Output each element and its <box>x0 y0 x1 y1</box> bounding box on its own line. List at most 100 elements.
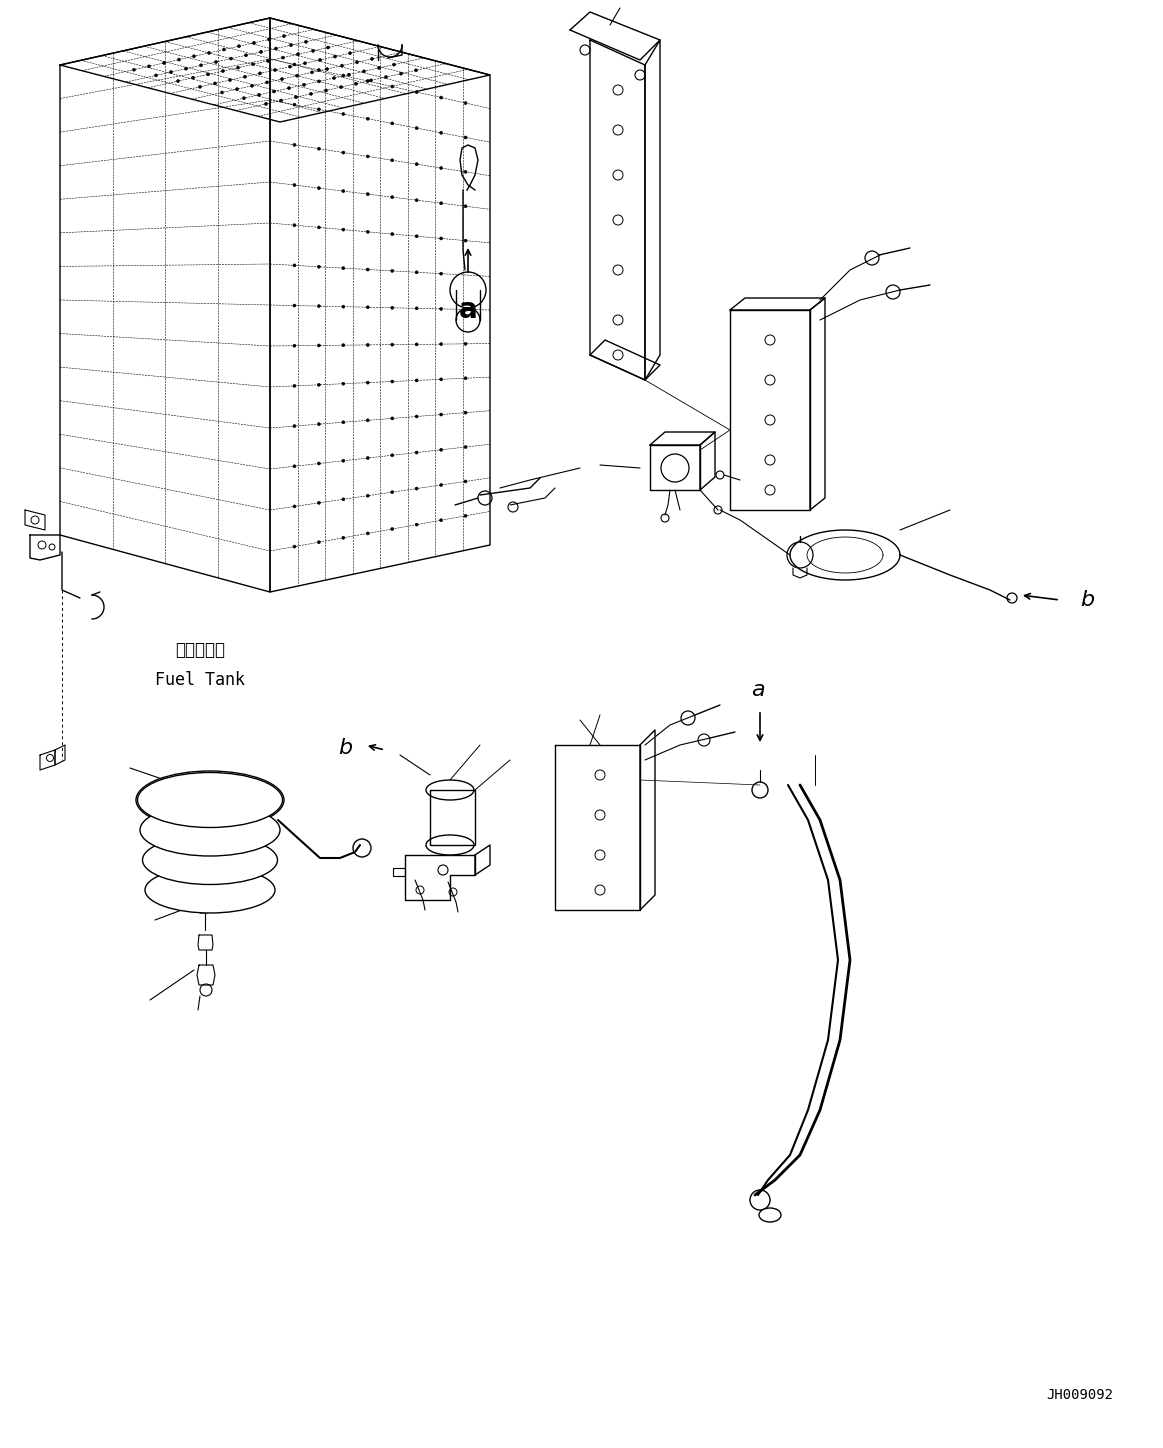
Circle shape <box>317 187 320 190</box>
Circle shape <box>228 78 231 81</box>
Circle shape <box>293 384 295 388</box>
Circle shape <box>391 379 394 384</box>
Circle shape <box>440 96 443 98</box>
Circle shape <box>274 46 278 51</box>
Circle shape <box>415 126 419 129</box>
Circle shape <box>293 223 295 227</box>
Circle shape <box>280 78 284 81</box>
Circle shape <box>348 74 350 77</box>
Circle shape <box>363 70 365 72</box>
Ellipse shape <box>145 867 274 914</box>
Circle shape <box>366 531 370 534</box>
Circle shape <box>391 343 394 346</box>
Circle shape <box>765 334 775 345</box>
Circle shape <box>714 505 722 514</box>
Circle shape <box>366 268 370 271</box>
Circle shape <box>326 68 328 71</box>
Circle shape <box>613 316 623 324</box>
Circle shape <box>251 62 255 65</box>
Circle shape <box>415 416 419 418</box>
Circle shape <box>613 214 623 224</box>
Text: a: a <box>751 681 765 699</box>
Ellipse shape <box>426 835 475 854</box>
Circle shape <box>155 74 157 77</box>
Text: JH009092: JH009092 <box>1047 1389 1113 1402</box>
Circle shape <box>366 80 370 83</box>
Circle shape <box>391 159 394 162</box>
Circle shape <box>595 770 605 780</box>
Circle shape <box>366 418 370 421</box>
Circle shape <box>354 838 371 857</box>
Circle shape <box>341 64 343 67</box>
Circle shape <box>415 450 419 455</box>
Circle shape <box>309 93 313 96</box>
Circle shape <box>440 272 443 275</box>
Circle shape <box>342 113 345 116</box>
Circle shape <box>47 754 53 762</box>
Circle shape <box>865 251 879 265</box>
Circle shape <box>370 78 372 83</box>
Circle shape <box>366 306 370 308</box>
Circle shape <box>438 864 448 875</box>
Circle shape <box>440 343 443 346</box>
Circle shape <box>317 462 320 465</box>
Circle shape <box>464 479 468 484</box>
Circle shape <box>293 345 295 348</box>
Circle shape <box>464 376 468 379</box>
Circle shape <box>750 1190 770 1211</box>
Circle shape <box>214 83 216 85</box>
Circle shape <box>440 237 443 240</box>
Circle shape <box>366 155 370 158</box>
Circle shape <box>236 67 240 70</box>
Circle shape <box>264 103 267 106</box>
Circle shape <box>317 423 320 426</box>
Circle shape <box>243 97 245 100</box>
Circle shape <box>464 274 468 277</box>
Circle shape <box>886 285 900 298</box>
Circle shape <box>200 64 202 67</box>
Circle shape <box>366 117 370 120</box>
Circle shape <box>177 80 179 83</box>
Circle shape <box>440 449 443 452</box>
Circle shape <box>342 382 345 385</box>
Circle shape <box>297 52 300 55</box>
Circle shape <box>49 544 55 550</box>
Circle shape <box>415 162 419 165</box>
Circle shape <box>440 167 443 169</box>
Circle shape <box>295 74 299 77</box>
Circle shape <box>293 544 295 549</box>
Circle shape <box>342 459 345 462</box>
Circle shape <box>391 233 394 236</box>
Circle shape <box>342 151 345 153</box>
Circle shape <box>440 132 443 135</box>
Circle shape <box>752 782 768 798</box>
Text: b: b <box>338 738 352 757</box>
Circle shape <box>279 98 283 101</box>
Circle shape <box>200 985 212 996</box>
Circle shape <box>378 67 380 70</box>
Text: Fuel Tank: Fuel Tank <box>155 670 245 689</box>
Circle shape <box>293 64 295 67</box>
Circle shape <box>391 491 394 494</box>
Circle shape <box>366 456 370 459</box>
Circle shape <box>440 518 443 521</box>
Circle shape <box>416 886 424 893</box>
Circle shape <box>440 484 443 487</box>
Circle shape <box>342 343 345 346</box>
Circle shape <box>366 343 370 346</box>
Circle shape <box>366 381 370 384</box>
Circle shape <box>293 143 295 146</box>
Circle shape <box>258 72 262 75</box>
Ellipse shape <box>426 780 475 799</box>
Circle shape <box>698 734 709 746</box>
Circle shape <box>305 41 307 43</box>
Circle shape <box>613 169 623 180</box>
Circle shape <box>440 378 443 381</box>
Circle shape <box>464 101 468 104</box>
Circle shape <box>391 122 394 125</box>
Circle shape <box>464 342 468 345</box>
Circle shape <box>287 87 291 90</box>
Circle shape <box>464 136 468 139</box>
Circle shape <box>265 81 269 84</box>
Circle shape <box>317 265 320 268</box>
